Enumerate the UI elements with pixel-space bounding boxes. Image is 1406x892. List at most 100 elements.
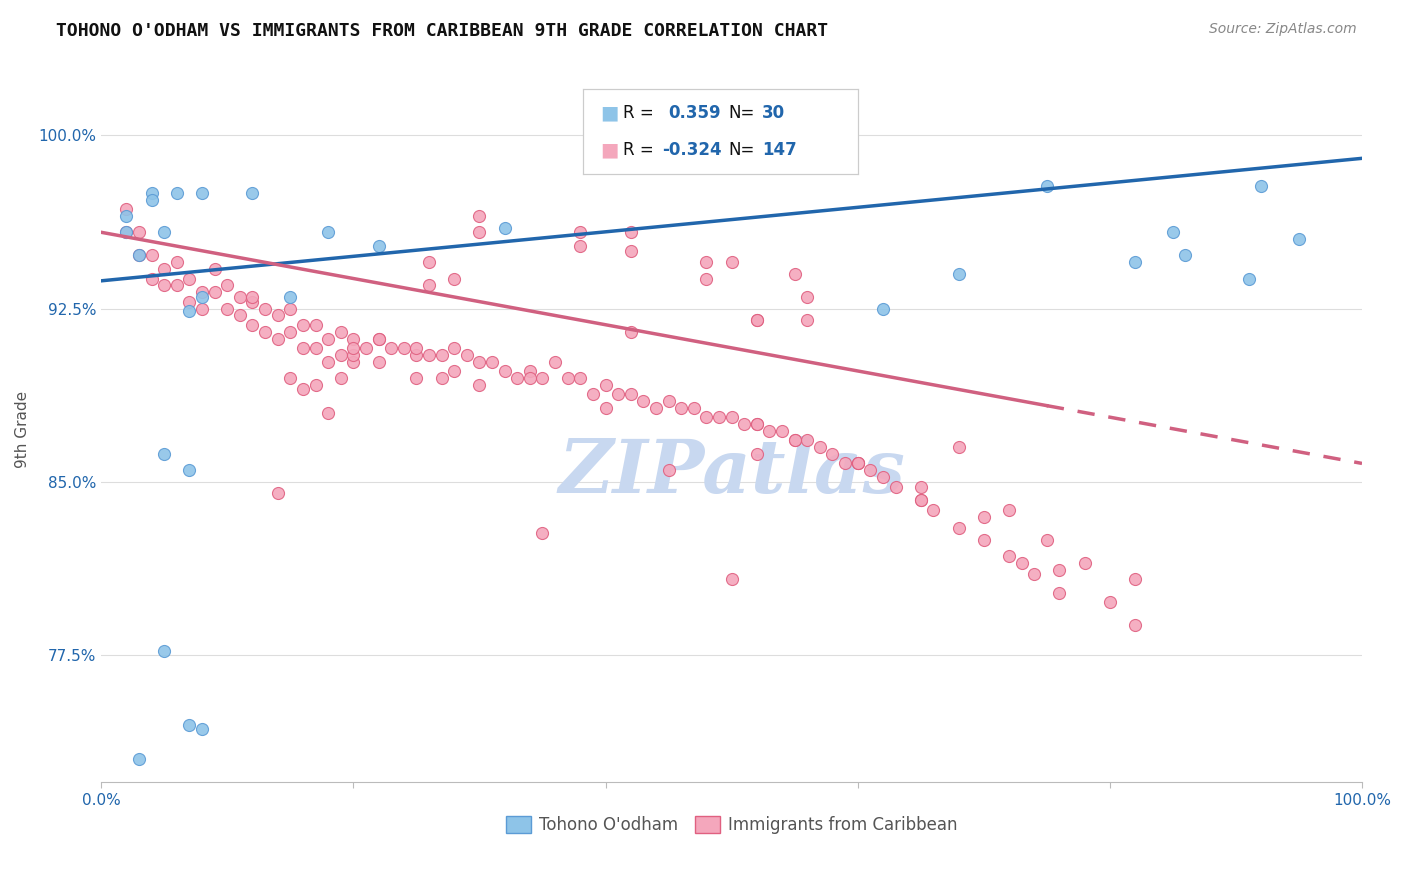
Point xyxy=(557,371,579,385)
Point xyxy=(179,463,201,477)
Point xyxy=(669,401,692,415)
Point xyxy=(443,364,465,378)
Point xyxy=(367,332,389,346)
Point xyxy=(1036,533,1059,547)
Point xyxy=(418,348,440,362)
Point xyxy=(569,371,592,385)
Point xyxy=(808,440,831,454)
Text: Source: ZipAtlas.com: Source: ZipAtlas.com xyxy=(1209,22,1357,37)
Point xyxy=(380,341,402,355)
Point xyxy=(217,278,239,293)
Point xyxy=(620,244,643,258)
Point xyxy=(569,225,592,239)
Point xyxy=(733,417,755,431)
Point xyxy=(342,332,364,346)
Point xyxy=(783,434,806,448)
Point xyxy=(633,394,655,409)
Point xyxy=(405,348,427,362)
Point xyxy=(607,387,630,401)
Point xyxy=(405,341,427,355)
Point xyxy=(115,209,138,223)
Point xyxy=(456,348,478,362)
Point xyxy=(745,447,768,461)
Point xyxy=(242,186,264,200)
Point xyxy=(1288,232,1310,246)
Point xyxy=(342,341,364,355)
Point xyxy=(367,332,389,346)
Point xyxy=(620,387,643,401)
Text: ■: ■ xyxy=(600,141,619,160)
Point xyxy=(304,318,326,332)
Point xyxy=(304,377,326,392)
Point xyxy=(392,341,415,355)
Point xyxy=(1237,271,1260,285)
Point xyxy=(468,209,491,223)
Point xyxy=(745,417,768,431)
Text: R =: R = xyxy=(623,104,654,122)
Text: TOHONO O'ODHAM VS IMMIGRANTS FROM CARIBBEAN 9TH GRADE CORRELATION CHART: TOHONO O'ODHAM VS IMMIGRANTS FROM CARIBB… xyxy=(56,22,828,40)
Point xyxy=(494,364,516,378)
Point xyxy=(254,325,277,339)
Point xyxy=(278,301,301,316)
Point xyxy=(217,301,239,316)
Point xyxy=(783,267,806,281)
Point xyxy=(783,434,806,448)
Point xyxy=(758,424,780,438)
Point xyxy=(166,278,188,293)
Point xyxy=(1161,225,1184,239)
Point xyxy=(179,304,201,318)
Point xyxy=(998,549,1021,563)
Point xyxy=(720,410,742,425)
Point xyxy=(468,355,491,369)
Point xyxy=(1024,567,1046,582)
Point xyxy=(128,248,150,262)
Point xyxy=(1123,618,1146,632)
Point xyxy=(153,447,176,461)
Point xyxy=(291,341,314,355)
Text: ■: ■ xyxy=(600,103,619,122)
Point xyxy=(658,463,681,477)
Point xyxy=(229,309,252,323)
Point xyxy=(834,457,856,471)
Point xyxy=(910,493,932,508)
Point xyxy=(316,355,339,369)
Point xyxy=(229,290,252,304)
Point xyxy=(1123,255,1146,269)
Point xyxy=(128,248,150,262)
Point xyxy=(506,371,529,385)
Point xyxy=(304,341,326,355)
Point xyxy=(115,225,138,239)
Point xyxy=(278,325,301,339)
Point xyxy=(242,290,264,304)
Text: ZIPatlas: ZIPatlas xyxy=(558,436,905,508)
Point xyxy=(166,186,188,200)
Point xyxy=(278,290,301,304)
Point xyxy=(278,371,301,385)
Point xyxy=(179,294,201,309)
Point xyxy=(846,457,869,471)
Point xyxy=(191,722,214,736)
Point xyxy=(948,267,970,281)
Point xyxy=(1047,586,1070,600)
Point xyxy=(443,341,465,355)
Text: 147: 147 xyxy=(762,141,797,159)
Point xyxy=(595,377,617,392)
Point xyxy=(128,752,150,766)
Text: -0.324: -0.324 xyxy=(662,141,721,159)
Point xyxy=(418,278,440,293)
Text: R =: R = xyxy=(623,141,654,159)
Point xyxy=(745,313,768,327)
Point xyxy=(405,371,427,385)
Point xyxy=(115,225,138,239)
Point xyxy=(191,285,214,300)
Point xyxy=(1250,179,1272,194)
Point xyxy=(922,502,945,516)
Point xyxy=(153,225,176,239)
Point xyxy=(494,220,516,235)
Point xyxy=(796,434,818,448)
Point xyxy=(430,348,453,362)
Point xyxy=(872,470,894,484)
Point xyxy=(1036,179,1059,194)
Point xyxy=(519,371,541,385)
Point xyxy=(910,479,932,493)
